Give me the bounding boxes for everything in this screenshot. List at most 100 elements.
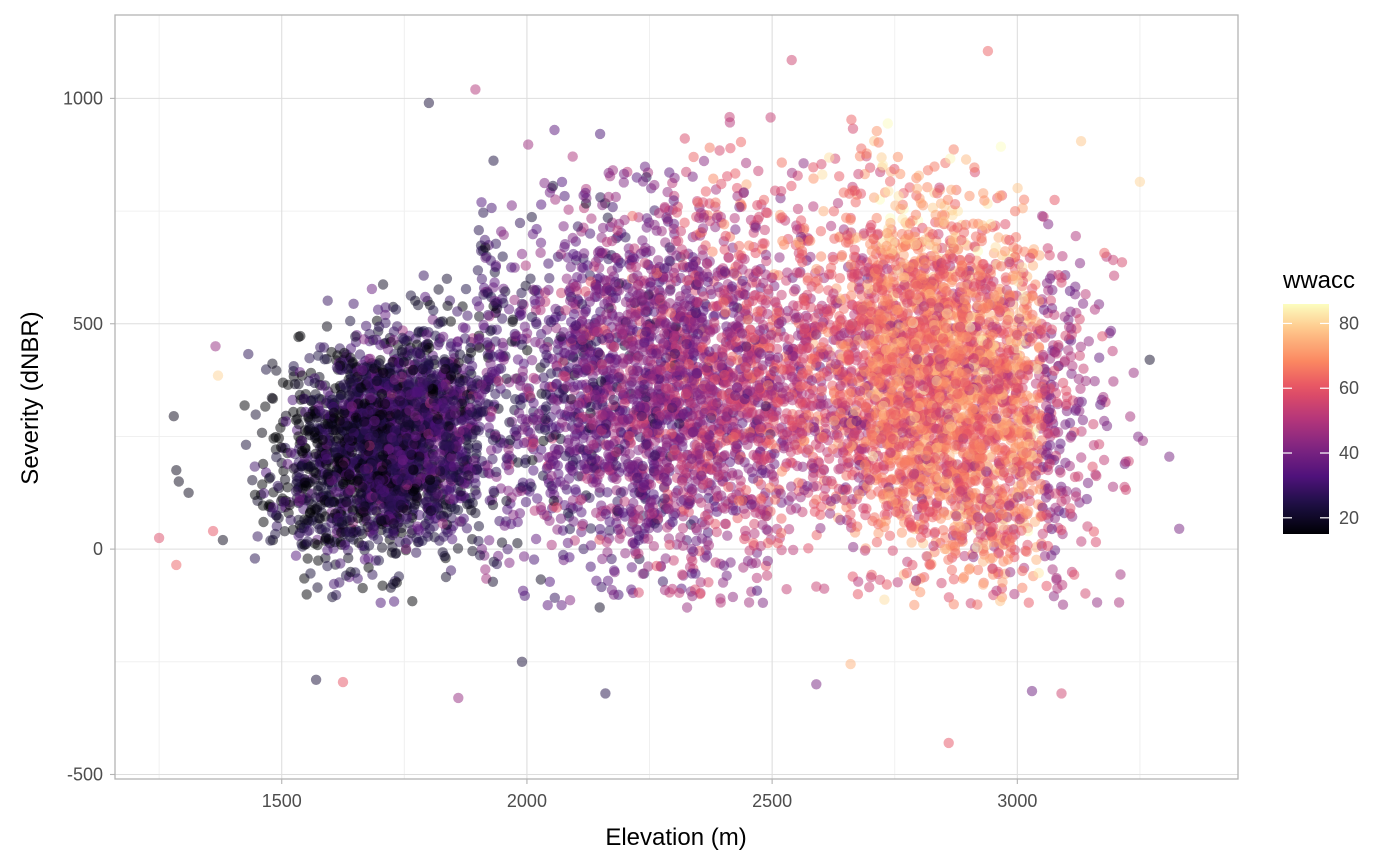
data-point (811, 581, 822, 592)
data-point (567, 151, 578, 162)
data-point (407, 596, 418, 607)
data-point (817, 169, 828, 180)
data-point (1088, 440, 1100, 451)
data-point (1108, 270, 1120, 281)
data-point (460, 283, 472, 295)
data-point (581, 463, 593, 474)
data-point (614, 533, 625, 544)
data-point (602, 212, 613, 223)
data-point (607, 201, 618, 213)
data-point (476, 273, 488, 285)
data-point (430, 330, 441, 341)
data-point (602, 575, 614, 586)
data-point (815, 251, 827, 262)
data-point (816, 159, 827, 170)
data-point (707, 246, 718, 257)
data-point (737, 264, 748, 275)
data-point (865, 572, 877, 583)
data-point (749, 518, 760, 530)
data-point (834, 273, 846, 284)
data-point (965, 322, 976, 333)
data-point (460, 323, 471, 334)
data-point (993, 232, 1004, 243)
data-point (911, 172, 922, 184)
data-point (302, 553, 313, 564)
data-point (802, 481, 813, 492)
data-point (301, 589, 312, 600)
data-point (267, 358, 278, 369)
data-point (544, 273, 555, 284)
data-point (963, 564, 975, 575)
data-point (1125, 411, 1136, 422)
data-point (1033, 567, 1045, 579)
data-point (504, 417, 515, 428)
data-point (432, 339, 444, 351)
data-point (447, 534, 458, 545)
data-point (774, 252, 785, 263)
data-point (995, 141, 1007, 152)
data-point (1074, 314, 1085, 325)
data-point (1091, 597, 1103, 608)
data-point (868, 192, 880, 203)
data-point (488, 155, 499, 166)
data-point (1115, 569, 1126, 580)
data-point (757, 519, 768, 530)
data-point (722, 423, 733, 434)
data-point (847, 123, 859, 134)
data-point (808, 173, 819, 184)
data-point (260, 401, 271, 412)
data-point (528, 554, 540, 565)
data-point (1080, 588, 1091, 599)
data-point (1107, 481, 1119, 492)
data-point (797, 461, 808, 472)
data-point (866, 306, 877, 317)
data-point (808, 162, 819, 173)
data-point (258, 488, 270, 499)
data-point (498, 229, 509, 240)
data-point (531, 223, 542, 235)
data-point (887, 545, 898, 556)
data-point (480, 564, 491, 575)
data-point (657, 576, 669, 587)
data-point (1023, 597, 1034, 608)
data-point (1065, 432, 1076, 443)
data-point (514, 217, 526, 229)
data-point (474, 311, 485, 322)
data-point (562, 537, 574, 549)
data-point (536, 444, 547, 455)
data-point (1064, 285, 1076, 297)
data-point (972, 564, 984, 576)
data-point (277, 377, 289, 388)
data-point (1091, 470, 1102, 482)
data-point (1090, 536, 1102, 548)
data-point (695, 394, 707, 405)
data-point (473, 225, 484, 236)
data-point (372, 534, 384, 545)
data-point (724, 117, 736, 128)
data-point (321, 321, 333, 332)
data-point (917, 200, 929, 211)
data-point (783, 524, 795, 535)
data-point (1039, 551, 1051, 562)
data-point (257, 479, 268, 490)
data-point (679, 133, 690, 144)
data-point (733, 250, 745, 261)
data-point (871, 125, 882, 137)
data-point (452, 306, 463, 317)
data-point (883, 186, 894, 197)
data-point (890, 200, 901, 211)
data-point (674, 587, 685, 598)
data-point (1009, 588, 1020, 600)
data-point (743, 597, 755, 608)
data-point (1076, 536, 1087, 547)
data-point (850, 197, 861, 208)
data-point (649, 179, 660, 191)
data-point (322, 295, 333, 306)
data-point (271, 521, 282, 532)
data-point (677, 569, 688, 580)
data-point (1073, 471, 1084, 482)
data-point (776, 513, 787, 524)
data-point (388, 596, 400, 607)
data-point (704, 142, 715, 153)
data-point (256, 427, 268, 438)
